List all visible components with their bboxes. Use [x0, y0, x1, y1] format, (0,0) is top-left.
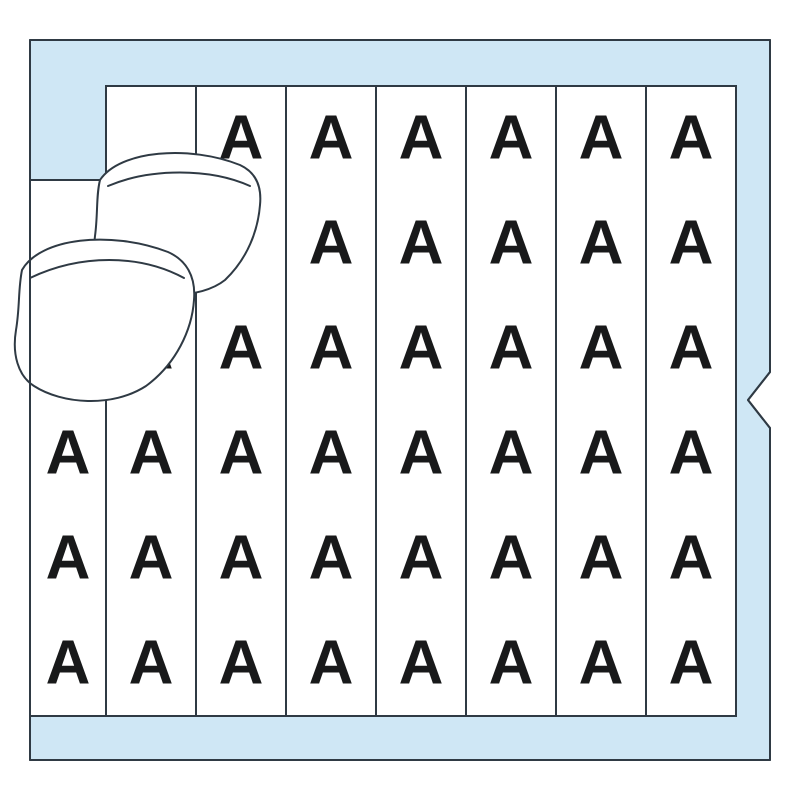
- label-letter: A: [46, 523, 91, 592]
- label-letter: A: [669, 208, 714, 277]
- label-letter: A: [399, 208, 444, 277]
- label-letter: A: [579, 103, 624, 172]
- label-letter: A: [309, 103, 354, 172]
- label-letter: A: [129, 418, 174, 487]
- label-letter: A: [399, 103, 444, 172]
- label-letter: A: [399, 628, 444, 697]
- label-letter: A: [579, 313, 624, 382]
- label-letter: A: [489, 418, 534, 487]
- label-letter: A: [669, 418, 714, 487]
- label-sheet-diagram: AAAAAAAAAAAAAAAAAAAAAAAAAAAAAAAAAAAAAAAA…: [0, 0, 800, 800]
- label-letter: A: [669, 628, 714, 697]
- label-letter: A: [489, 208, 534, 277]
- label-letter: A: [309, 208, 354, 277]
- label-letter: A: [489, 628, 534, 697]
- label-letter: A: [219, 313, 264, 382]
- label-letter: A: [309, 523, 354, 592]
- label-letter: A: [489, 523, 534, 592]
- label-letter: A: [399, 418, 444, 487]
- label-letter: A: [669, 103, 714, 172]
- label-letter: A: [309, 313, 354, 382]
- label-letter: A: [579, 628, 624, 697]
- label-letter: A: [669, 523, 714, 592]
- diagram-svg: AAAAAAAAAAAAAAAAAAAAAAAAAAAAAAAAAAAAAAAA…: [0, 0, 800, 800]
- label-letter: A: [579, 418, 624, 487]
- label-letter: A: [489, 313, 534, 382]
- label-letter: A: [219, 628, 264, 697]
- label-letter: A: [219, 418, 264, 487]
- label-letter: A: [399, 313, 444, 382]
- label-letter: A: [489, 103, 534, 172]
- label-letter: A: [309, 418, 354, 487]
- label-letter: A: [669, 313, 714, 382]
- label-letter: A: [46, 628, 91, 697]
- label-letter: A: [129, 523, 174, 592]
- label-letter: A: [309, 628, 354, 697]
- label-letter: A: [399, 523, 444, 592]
- label-letter: A: [579, 523, 624, 592]
- label-letter: A: [129, 628, 174, 697]
- label-letter: A: [46, 418, 91, 487]
- label-letter: A: [579, 208, 624, 277]
- label-letter: A: [219, 523, 264, 592]
